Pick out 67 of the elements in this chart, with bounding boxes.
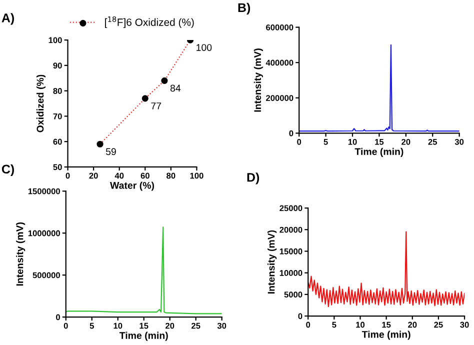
y-tick-label: 1500000 bbox=[28, 188, 60, 194]
x-tick-label: 25 bbox=[191, 322, 200, 329]
y-tick-label: 600000 bbox=[266, 24, 294, 30]
x-tick-label: 10 bbox=[348, 138, 357, 145]
legend-label: [$^{18}$F]6 Oxidized (%) bbox=[105, 16, 194, 28]
x-tick-label: 30 bbox=[217, 322, 226, 329]
x-tick-label: 25 bbox=[428, 138, 438, 145]
x-tick-label: 25 bbox=[434, 322, 443, 328]
chart-title: D) bbox=[247, 172, 260, 184]
line-series bbox=[66, 226, 222, 314]
x-tick-label: 5 bbox=[90, 322, 94, 329]
y-tick-label: 20000 bbox=[280, 226, 302, 233]
y-tick-label: 200000 bbox=[266, 95, 294, 101]
chart-title: B) bbox=[238, 2, 250, 15]
x-tick-label: 10 bbox=[114, 322, 122, 329]
y-tick-label: 0 bbox=[298, 313, 302, 320]
x-axis-title: Time (min) bbox=[362, 330, 410, 340]
x-tick-label: 5 bbox=[324, 139, 328, 145]
x-tick-label: 10 bbox=[356, 322, 365, 328]
line-series bbox=[308, 231, 465, 308]
x-tick-label: 15 bbox=[382, 322, 391, 328]
x-tick-label: 15 bbox=[375, 139, 384, 145]
y-tick-label: 500000 bbox=[32, 272, 60, 278]
y-tick-label: 50 bbox=[53, 164, 62, 170]
y-tick-label: 100 bbox=[48, 37, 62, 44]
x-tick-label: 100 bbox=[190, 172, 204, 179]
y-tick-label: 5000 bbox=[284, 292, 302, 298]
point bbox=[96, 140, 104, 148]
x-tick-label: 20 bbox=[402, 138, 410, 145]
x-tick-label: 0 bbox=[306, 322, 310, 328]
y-tick-label: 10000 bbox=[280, 270, 302, 276]
x-tick-label: 60 bbox=[140, 172, 150, 179]
x-tick-label: 20 bbox=[408, 322, 417, 328]
y-axis-title: Intensity (mV) bbox=[16, 222, 26, 286]
y-axis-title: Intensity (mV) bbox=[268, 230, 277, 294]
data-label: 77 bbox=[151, 102, 162, 110]
x-tick-label: 15 bbox=[140, 322, 148, 329]
point bbox=[161, 77, 168, 84]
y-tick-label: 1000000 bbox=[28, 230, 60, 236]
x-tick-label: 40 bbox=[114, 172, 124, 179]
chart-title: A) bbox=[2, 13, 14, 25]
point bbox=[142, 95, 148, 102]
y-tick-label: 0 bbox=[56, 314, 60, 320]
y-tick-label: 25000 bbox=[280, 205, 302, 212]
x-tick-label: 20 bbox=[166, 322, 174, 329]
y-axis-title: Intensity (mV) bbox=[254, 48, 263, 112]
chart-title: C) bbox=[2, 164, 14, 176]
x-tick-label: 0 bbox=[66, 172, 70, 179]
y-tick-label: 0 bbox=[289, 130, 294, 136]
y-tick-label: 70 bbox=[53, 113, 62, 120]
x-tick-label: 80 bbox=[166, 172, 176, 179]
x-tick-label: 0 bbox=[64, 322, 68, 329]
x-tick-label: 30 bbox=[460, 322, 469, 328]
y-tick-label: 400000 bbox=[266, 60, 294, 66]
x-axis-title: Time (min) bbox=[354, 148, 404, 157]
x-tick-label: 5 bbox=[332, 322, 336, 328]
data-label: 100 bbox=[196, 44, 212, 51]
x-axis-title: Water (%) bbox=[110, 182, 154, 191]
y-tick-label: 15000 bbox=[280, 248, 302, 254]
data-label: 59 bbox=[106, 148, 116, 156]
x-tick-label: 30 bbox=[454, 138, 464, 145]
y-tick-label: 90 bbox=[53, 62, 62, 69]
data-label: 84 bbox=[170, 84, 181, 92]
x-axis-title: Time (min) bbox=[119, 332, 168, 341]
x-tick-label: 20 bbox=[89, 172, 98, 179]
y-axis-title: Oxidized (%) bbox=[36, 74, 46, 132]
y-tick-label: 80 bbox=[53, 88, 62, 94]
